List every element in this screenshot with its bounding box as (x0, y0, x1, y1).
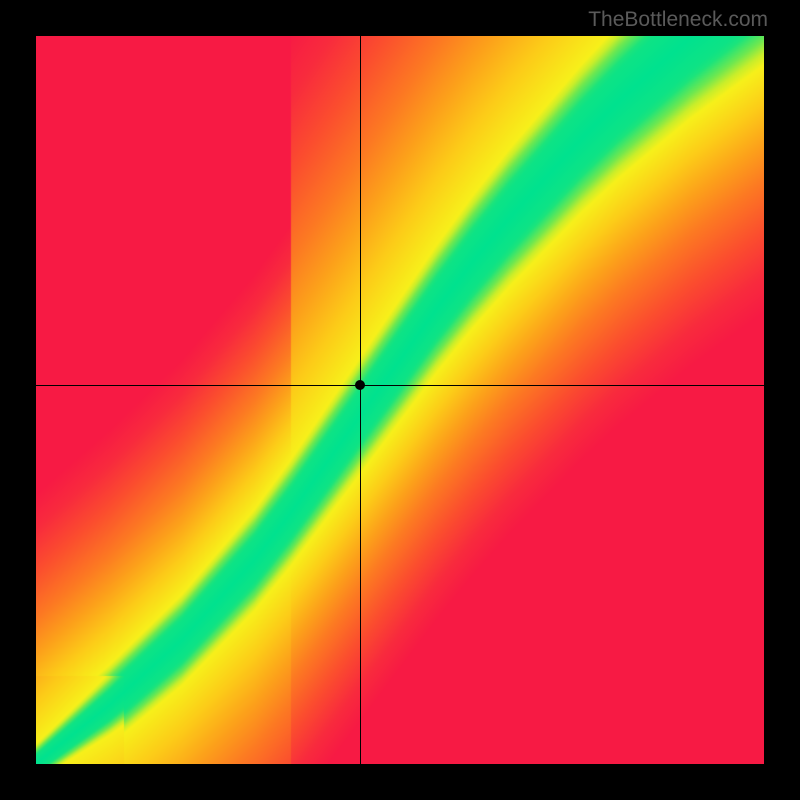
crosshair-horizontal (36, 385, 764, 386)
watermark-text: TheBottleneck.com (588, 8, 768, 32)
crosshair-vertical (360, 36, 361, 764)
crosshair-marker (355, 380, 365, 390)
heatmap-plot (36, 36, 764, 764)
heatmap-canvas (36, 36, 764, 764)
